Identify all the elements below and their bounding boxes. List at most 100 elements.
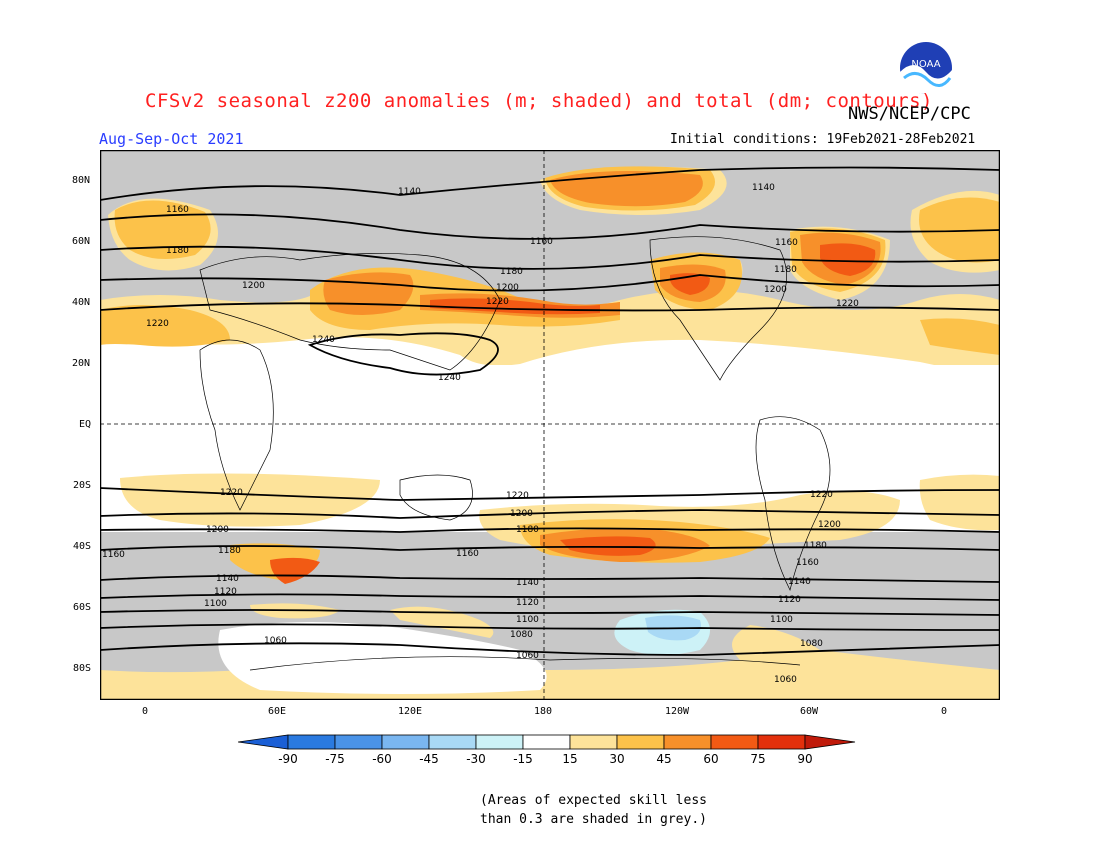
lon-label-60w: 60W xyxy=(800,706,819,717)
lon-label-120e: 120E xyxy=(398,706,423,717)
lat-label-40s: 40S xyxy=(73,541,92,552)
skill-note-line-2: than 0.3 are shaded in grey.) xyxy=(480,812,707,827)
contour-label-1160: 1160 xyxy=(796,558,819,568)
contour-label-1200: 1200 xyxy=(510,509,533,519)
colorbar-arrow-high xyxy=(804,734,856,750)
skill-note-line-1: (Areas of expected skill less xyxy=(480,793,707,808)
lon-label-0: 0 xyxy=(142,706,149,717)
contour-label-1220: 1220 xyxy=(146,319,169,329)
contour-label-1200: 1200 xyxy=(764,285,787,295)
colorbar-label: -45 xyxy=(419,752,439,766)
contour-label-1180: 1180 xyxy=(500,267,523,277)
colorbar-swatch xyxy=(287,734,336,750)
colorbar-label: 30 xyxy=(609,752,624,766)
contour-labels: 1140 1140 1160 1160 1160 1180 1180 1180 … xyxy=(102,183,859,685)
map-gridlines xyxy=(100,150,1000,700)
contour-label-1240: 1240 xyxy=(312,335,335,345)
contour-label-1140: 1140 xyxy=(788,577,811,587)
contour-label-1160: 1160 xyxy=(530,237,553,247)
colorbar-label: -15 xyxy=(513,752,533,766)
contour-label-1100: 1100 xyxy=(204,599,227,609)
contour-label-1140: 1140 xyxy=(216,574,239,584)
lat-label-eq: EQ xyxy=(79,419,92,430)
contour-label-1120: 1120 xyxy=(778,595,801,605)
contour-label-1180: 1180 xyxy=(804,541,827,551)
colorbar-swatch xyxy=(663,734,712,750)
lat-label-60n: 60N xyxy=(72,236,91,247)
contour-label-1180: 1180 xyxy=(218,546,241,556)
contour-label-1160: 1160 xyxy=(456,549,479,559)
colorbar-label: -30 xyxy=(466,752,486,766)
agency-label: NWS/NCEP/CPC xyxy=(848,104,971,124)
lon-label-180: 180 xyxy=(534,706,553,717)
logo-text: NOAA xyxy=(911,59,940,70)
colorbar-label: 60 xyxy=(703,752,718,766)
lat-label-80n: 80N xyxy=(72,175,91,186)
contour-label-1200: 1200 xyxy=(242,281,265,291)
colorbar-swatch xyxy=(710,734,759,750)
colorbar-label: 45 xyxy=(656,752,671,766)
contour-label-1200: 1200 xyxy=(206,525,229,535)
noaa-logo: NOAA xyxy=(896,38,956,98)
lat-label-20n: 20N xyxy=(72,358,91,369)
coastlines xyxy=(199,236,831,671)
contour-label-1220: 1220 xyxy=(836,299,859,309)
contour-label-1140: 1140 xyxy=(516,578,539,588)
contour-label-1180: 1180 xyxy=(774,265,797,275)
lat-label-80s: 80S xyxy=(73,663,92,674)
season-label: Aug-Sep-Oct 2021 xyxy=(99,130,244,148)
contour-label-1140: 1140 xyxy=(752,183,775,193)
contours xyxy=(100,166,1000,656)
tropics-neutral-band xyxy=(100,365,1000,475)
lon-label-60e: 60E xyxy=(268,706,287,717)
contour-label-1100: 1100 xyxy=(516,615,539,625)
contour-label-1180: 1180 xyxy=(166,246,189,256)
lat-label-40n: 40N xyxy=(72,297,91,308)
contour-label-1200: 1200 xyxy=(496,283,519,293)
colorbar-swatch xyxy=(334,734,383,750)
colorbar-swatch xyxy=(428,734,477,750)
contour-label-1180: 1180 xyxy=(516,525,539,535)
map-title: CFSv2 seasonal z200 anomalies (m; shaded… xyxy=(145,90,933,112)
colorbar-swatch xyxy=(569,734,618,750)
anomaly-map: 1140 1140 1160 1160 1160 1180 1180 1180 … xyxy=(100,150,1000,700)
lat-label-60s: 60S xyxy=(73,602,92,613)
anomaly-negative-south xyxy=(614,609,710,655)
map-frame xyxy=(100,150,1000,700)
contour-label-1080: 1080 xyxy=(800,639,823,649)
contour-label-1220: 1220 xyxy=(486,297,509,307)
contour-label-1060: 1060 xyxy=(516,651,539,661)
colorbar-swatch xyxy=(757,734,806,750)
colorbar-swatch xyxy=(475,734,524,750)
contour-label-1220: 1220 xyxy=(810,490,833,500)
colorbar-label: -90 xyxy=(278,752,298,766)
contour-label-1060: 1060 xyxy=(264,636,287,646)
colorbar-label: -60 xyxy=(372,752,392,766)
colorbar-swatches xyxy=(238,734,856,750)
contour-label-1120: 1120 xyxy=(214,587,237,597)
initial-conditions-label: Initial conditions: 19Feb2021-28Feb2021 xyxy=(670,132,976,147)
contour-label-1120: 1120 xyxy=(516,598,539,608)
colorbar-label: 90 xyxy=(797,752,812,766)
contour-label-1160: 1160 xyxy=(166,205,189,215)
contour-label-1140: 1140 xyxy=(398,187,421,197)
lon-label-120w: 120W xyxy=(665,706,690,717)
skill-note: (Areas of expected skill less than 0.3 a… xyxy=(480,791,707,829)
contour-label-1160: 1160 xyxy=(775,238,798,248)
colorbar-label: -75 xyxy=(325,752,345,766)
colorbar-arrow-low xyxy=(238,734,289,750)
contour-label-1200: 1200 xyxy=(818,520,841,530)
colorbar-label: 75 xyxy=(750,752,765,766)
lon-label-0-right: 0 xyxy=(941,706,948,717)
contour-label-1220: 1220 xyxy=(220,488,243,498)
colorbar-swatch xyxy=(616,734,665,750)
colorbar-labels: -90 -75 -60 -45 -30 -15 15 30 45 60 75 90 xyxy=(278,752,812,766)
contour-label-1100: 1100 xyxy=(770,615,793,625)
contour-label-1220: 1220 xyxy=(506,491,529,501)
contour-label-1060: 1060 xyxy=(774,675,797,685)
colorbar: -90 -75 -60 -45 -30 -15 15 30 45 60 75 90 xyxy=(238,734,856,766)
colorbar-swatch xyxy=(522,734,571,750)
colorbar-label: 15 xyxy=(562,752,577,766)
colorbar-swatch xyxy=(381,734,430,750)
contour-label-1240: 1240 xyxy=(438,373,461,383)
